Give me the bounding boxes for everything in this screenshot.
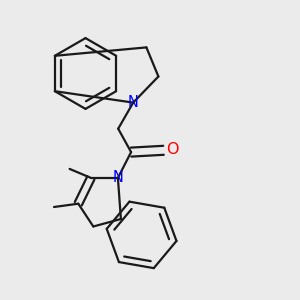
Text: N: N xyxy=(128,95,139,110)
Text: O: O xyxy=(166,142,178,157)
Text: N: N xyxy=(112,170,123,185)
